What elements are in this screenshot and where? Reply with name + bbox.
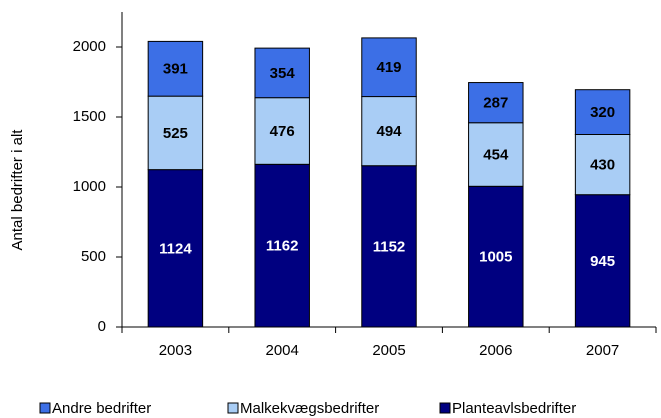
y-tick-label: 0 <box>98 318 106 335</box>
bar-segment <box>147 40 204 97</box>
x-tick-label: 2005 <box>372 342 405 359</box>
x-tick-label: 2007 <box>586 342 619 359</box>
data-label: 430 <box>590 157 615 174</box>
data-label: 354 <box>270 65 296 82</box>
data-label: 454 <box>483 146 509 163</box>
legend-label: Andre bedrifter <box>52 400 151 417</box>
bar-segment <box>574 194 631 328</box>
data-label: 1005 <box>479 249 512 266</box>
bar-segment <box>147 169 204 328</box>
legend-swatch <box>227 402 239 414</box>
bar-segment <box>254 97 310 165</box>
data-label: 945 <box>590 253 615 270</box>
data-label: 320 <box>590 104 615 121</box>
x-tick-label: 2004 <box>266 342 299 359</box>
bar-segment <box>468 185 524 328</box>
bar-segment <box>147 95 204 171</box>
data-label: 1152 <box>373 238 406 255</box>
data-label: 494 <box>376 123 402 140</box>
bar-segment <box>361 96 417 167</box>
x-tick-label: 2003 <box>159 342 192 359</box>
bar-segment <box>254 163 310 328</box>
data-label: 287 <box>483 95 508 112</box>
data-label: 525 <box>163 125 188 142</box>
legend-label: Malkekvægsbedrifter <box>240 400 379 417</box>
legend-label: Planteavlsbedrifter <box>452 400 576 417</box>
bar-segment <box>574 134 631 196</box>
data-label: 476 <box>270 123 295 140</box>
y-tick-label: 2000 <box>73 38 106 55</box>
y-tick-label: 1500 <box>73 108 106 125</box>
y-tick-label: 1000 <box>73 178 106 195</box>
y-tick-label: 500 <box>81 248 106 265</box>
x-tick-label: 2006 <box>479 342 512 359</box>
data-label: 419 <box>376 59 401 76</box>
data-label: 1124 <box>159 240 192 257</box>
data-label: 391 <box>163 61 188 78</box>
bar-segment <box>254 47 310 99</box>
bar-segment <box>361 37 417 98</box>
y-axis-label: Antal bedrifter i alt <box>9 129 26 251</box>
legend-swatch <box>39 402 51 414</box>
bar-segment <box>574 89 631 135</box>
bar-segment <box>361 165 417 328</box>
data-label: 1162 <box>266 238 299 255</box>
legend-swatch <box>439 402 451 414</box>
bar-segment <box>468 82 524 124</box>
